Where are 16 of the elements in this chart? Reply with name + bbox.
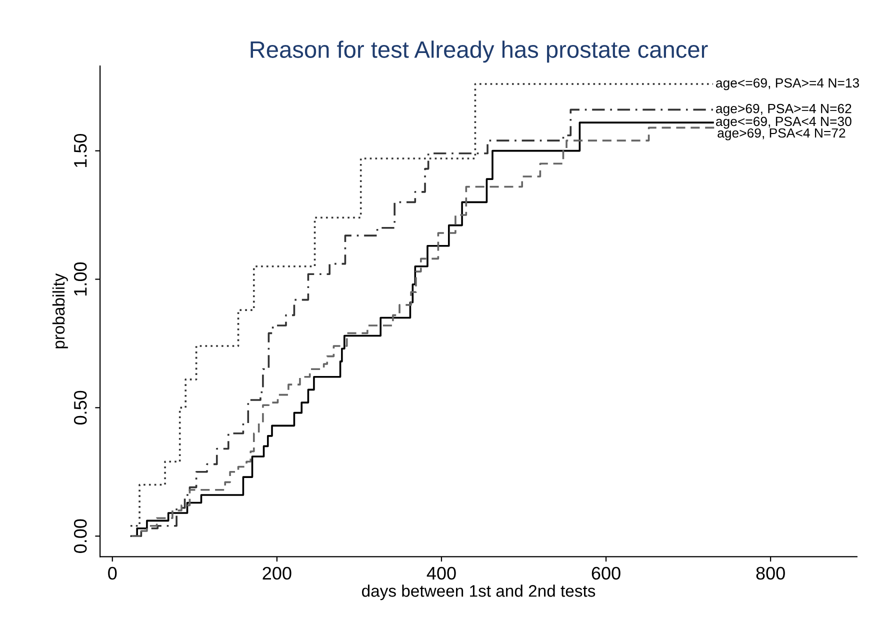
- x-tick-label: 0: [108, 566, 117, 580]
- x-tick-label: 400: [426, 566, 456, 580]
- y-axis-title: probability: [52, 273, 68, 348]
- y-tick-label: 0.00: [74, 519, 87, 553]
- series-label: age<=69, PSA<4 N=30: [716, 116, 852, 129]
- series-label: age>69, PSA<4 N=72: [718, 128, 846, 140]
- x-tick-label: 600: [592, 566, 620, 580]
- series-label: age>69, PSA>=4 N=62: [716, 104, 852, 116]
- y-tick-label: 0.50: [74, 390, 87, 425]
- chart-title: Reason for test Already has prostate cancer: [250, 40, 708, 63]
- x-tick-label: 200: [262, 566, 292, 580]
- y-tick-label: 1.00: [74, 262, 87, 296]
- x-tick-label: 800: [756, 566, 785, 580]
- y-tick-label: 1.50: [74, 134, 87, 168]
- series-label: age<=69, PSA>=4 N=13: [716, 78, 860, 90]
- x-axis-title: days between 1st and 2nd tests: [362, 584, 596, 600]
